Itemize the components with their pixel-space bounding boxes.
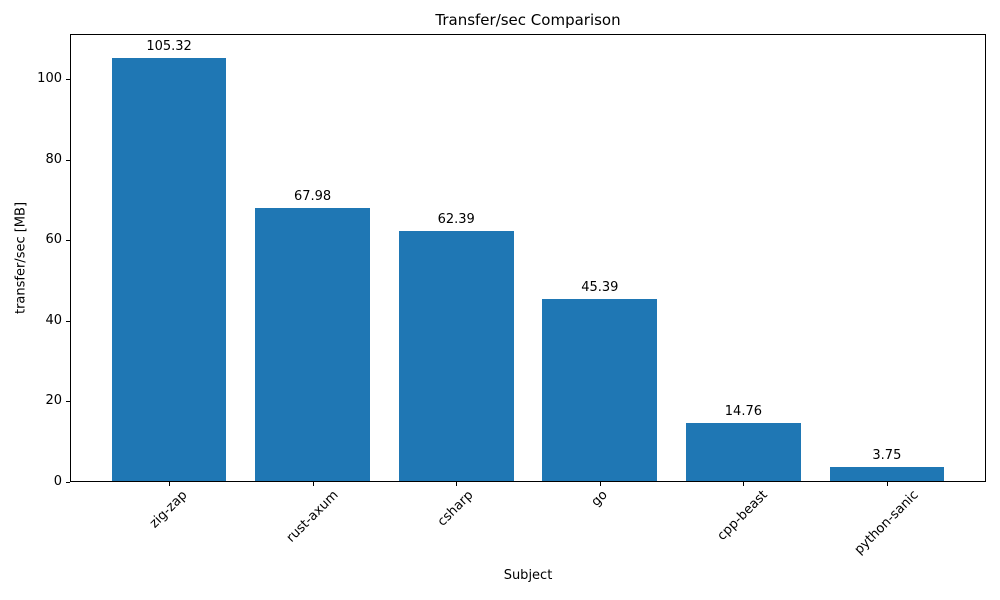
x-tick-label: csharp bbox=[435, 488, 477, 530]
bar-value-label: 105.32 bbox=[146, 39, 192, 55]
x-tick-label: go bbox=[588, 487, 611, 510]
y-tick-label: 20 bbox=[45, 393, 62, 408]
y-tick-label: 100 bbox=[37, 71, 62, 86]
y-tick-mark bbox=[66, 321, 70, 322]
y-tick-label: 0 bbox=[53, 474, 62, 489]
bar bbox=[398, 230, 514, 482]
x-tick-label: python-sanic bbox=[851, 488, 922, 559]
y-tick-mark bbox=[66, 482, 70, 483]
x-tick-label: cpp-beast bbox=[714, 487, 772, 545]
x-tick-mark bbox=[887, 482, 888, 486]
x-tick-mark bbox=[456, 482, 457, 486]
x-tick-label: zig-zap bbox=[147, 487, 191, 532]
x-axis-label: Subject bbox=[503, 568, 553, 583]
plot-area bbox=[70, 34, 986, 482]
y-tick-mark bbox=[66, 240, 70, 241]
y-tick-mark bbox=[66, 401, 70, 402]
bar bbox=[829, 466, 945, 482]
y-tick-label: 40 bbox=[45, 313, 62, 328]
x-tick-mark bbox=[743, 482, 744, 486]
bar-value-label: 67.98 bbox=[293, 189, 332, 205]
y-tick-mark bbox=[66, 160, 70, 161]
y-axis-label: transfer/sec [MB] bbox=[13, 201, 29, 315]
y-tick-label: 80 bbox=[45, 152, 62, 167]
bar bbox=[685, 422, 801, 482]
x-tick-mark bbox=[600, 482, 601, 486]
bar bbox=[111, 58, 227, 482]
y-tick-mark bbox=[66, 79, 70, 80]
bar-value-label: 62.39 bbox=[437, 211, 475, 227]
x-tick-mark bbox=[169, 482, 170, 486]
bar bbox=[542, 299, 658, 482]
bar bbox=[255, 208, 371, 482]
bar-value-label: 45.39 bbox=[581, 280, 619, 296]
x-tick-mark bbox=[313, 482, 314, 486]
y-tick-label: 60 bbox=[45, 232, 62, 247]
chart-title: Transfer/sec Comparison bbox=[435, 11, 621, 29]
x-tick-label: rust-axum bbox=[283, 488, 342, 546]
bar-value-label: 14.76 bbox=[724, 403, 762, 419]
bar-value-label: 3.75 bbox=[872, 447, 902, 463]
